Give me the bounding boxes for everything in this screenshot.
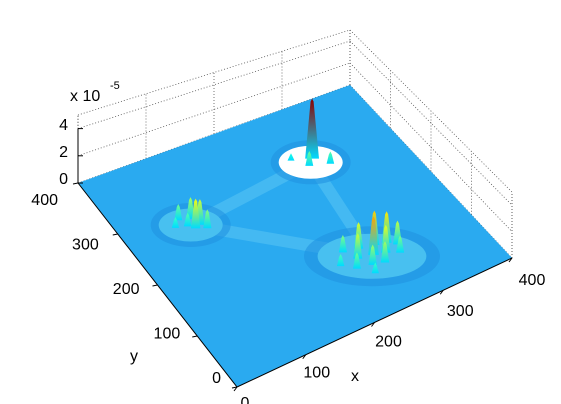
x-axis-label: x <box>351 368 359 385</box>
spike <box>368 244 377 265</box>
y-tick-label: 100 <box>154 326 181 343</box>
z-tick-label: 0 <box>59 171 68 188</box>
spike <box>326 151 335 164</box>
x-tick-label: 0 <box>241 395 250 404</box>
x-tick <box>371 322 375 327</box>
spike <box>396 235 405 253</box>
x-tick <box>233 386 238 392</box>
x-tick-label: 200 <box>375 334 402 351</box>
grid-line <box>349 40 513 206</box>
y-tick-label: 400 <box>31 192 58 209</box>
y-tick <box>192 335 198 338</box>
spike <box>287 153 295 161</box>
spike <box>203 209 212 229</box>
y-tick <box>231 386 238 389</box>
z-tick-label: 2 <box>59 144 68 161</box>
spike <box>352 252 361 269</box>
spike <box>380 241 390 263</box>
y-tick <box>72 182 79 185</box>
spike <box>186 197 195 219</box>
x-tick <box>439 289 444 295</box>
spike <box>336 253 345 267</box>
spike <box>183 212 192 227</box>
spike <box>338 234 347 253</box>
spike <box>171 217 180 228</box>
spike <box>190 198 201 229</box>
y-tick-label: 200 <box>113 281 140 298</box>
z-tick-label: 4 <box>59 117 68 134</box>
z-multiplier: x 10 <box>70 88 100 105</box>
x-tick-label: 300 <box>447 303 474 320</box>
y-tick <box>112 233 118 236</box>
spike <box>353 233 363 259</box>
y-tick-label: 300 <box>72 237 99 254</box>
x-tick <box>508 257 513 263</box>
y-axis-label: y <box>130 348 138 365</box>
spike <box>371 262 379 274</box>
x-tick-label: 100 <box>303 364 330 381</box>
spike <box>305 151 314 166</box>
x-tick <box>302 354 307 360</box>
spike <box>305 98 320 159</box>
spike <box>174 204 183 221</box>
y-tick <box>152 284 158 287</box>
surface-floor <box>78 85 512 387</box>
spike <box>368 216 379 255</box>
box-edge <box>77 29 351 116</box>
y-tick-label: 0 <box>212 370 221 387</box>
x-tick-label: 400 <box>519 272 546 289</box>
z-exponent: -5 <box>110 80 120 92</box>
